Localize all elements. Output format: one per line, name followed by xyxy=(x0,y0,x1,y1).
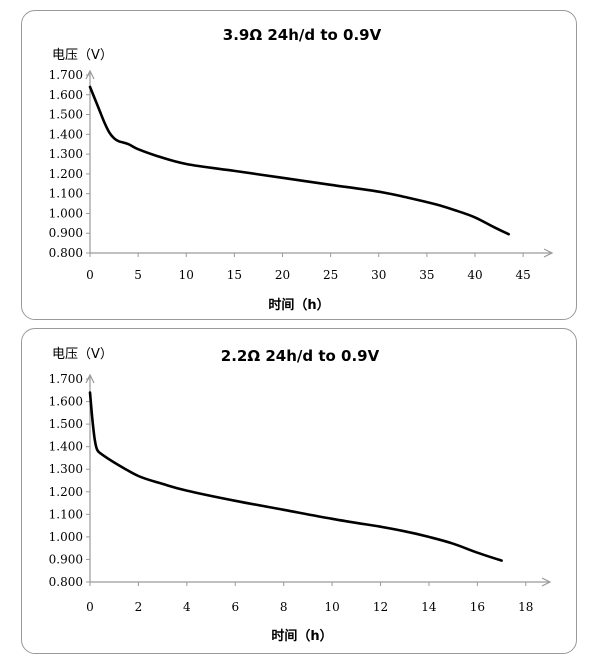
chart-panel-2: 2.2Ω 24h/d to 0.9V 电压（V） 时间（h） 0.800 0.90… xyxy=(21,328,577,654)
chart-1-x-tick-label: 35 xyxy=(419,268,434,282)
chart-1-x-axis-label: 时间（h） xyxy=(268,297,329,313)
chart-2-y-axis-arrow xyxy=(85,373,95,384)
chart-1-y-tick-label: 1.100 xyxy=(49,187,83,201)
chart-1-y-tick-label: 1.500 xyxy=(49,108,83,122)
chart-1-x-tick-label: 10 xyxy=(179,268,194,282)
chart-1-x-tick-label: 25 xyxy=(323,268,338,282)
chart-2-y-tick-label: 0.800 xyxy=(49,575,83,589)
chart-2-x-tick-label: 14 xyxy=(421,600,437,614)
chart-1-x-tick-label: 30 xyxy=(371,268,386,282)
chart-1-y-tick-label: 1.700 xyxy=(49,68,83,82)
chart-2-x-tick-label: 16 xyxy=(470,600,485,614)
chart-1-y-axis-arrow xyxy=(85,69,95,80)
chart-2-x-axis-label: 时间（h） xyxy=(271,628,332,644)
chart-1-title: 3.9Ω 24h/d to 0.9V xyxy=(223,26,382,44)
chart-1-x-tick-label: 45 xyxy=(515,268,530,282)
chart-1-y-tick-label: 0.900 xyxy=(49,226,83,240)
chart-1-y-tick-label: 1.200 xyxy=(49,167,83,181)
chart-2-y-tick-label: 1.400 xyxy=(49,440,83,454)
chart-1-y-axis-label: 电压（V） xyxy=(52,48,113,63)
chart-2-x-tick-label: 10 xyxy=(324,600,339,614)
chart-2-y-tick-label: 1.500 xyxy=(49,417,83,431)
chart-1-x-tick-label: 0 xyxy=(86,268,94,282)
chart-2-x-tick-label: 12 xyxy=(373,600,388,614)
chart-2-svg: 2.2Ω 24h/d to 0.9V 电压（V） 时间（h） 0.800 0.90… xyxy=(49,347,552,644)
chart-1-y-tick-label: 1.400 xyxy=(49,127,83,141)
chart-1-x-axis-arrow xyxy=(543,248,554,258)
chart-2-y-tick-label: 1.100 xyxy=(49,507,83,521)
chart-2-x-tick-label: 2 xyxy=(135,600,143,614)
chart-2-x-tick-label: 6 xyxy=(231,600,239,614)
chart-1-y-tick-label: 1.000 xyxy=(49,206,83,220)
chart-1-y-tick-label: 1.600 xyxy=(49,88,83,102)
chart-2-x-tick-label: 18 xyxy=(518,600,533,614)
chart-2-y-tick-label: 1.200 xyxy=(49,485,83,499)
chart-2-x-tick-label: 4 xyxy=(183,600,191,614)
chart-2-y-tick-label: 1.600 xyxy=(49,395,83,409)
chart-2-y-tick-label: 1.000 xyxy=(49,530,83,544)
chart-1-svg: 3.9Ω 24h/d to 0.9V 电压（V） 时间（h） 0.800 0.90… xyxy=(49,26,554,313)
chart-2-title: 2.2Ω 24h/d to 0.9V xyxy=(221,347,380,365)
chart-1-y-tick-label: 0.800 xyxy=(49,246,83,260)
chart-panel-1: 3.9Ω 24h/d to 0.9V 电压（V） 时间（h） 0.800 0.90… xyxy=(21,10,577,320)
chart-2-y-tick-label: 0.900 xyxy=(49,552,83,566)
chart-2-x-tick-label: 0 xyxy=(86,600,94,614)
chart-2-y-tick-label: 1.300 xyxy=(49,462,83,476)
chart-1-x-tick-label: 5 xyxy=(134,268,142,282)
chart-1-y-tick-label: 1.300 xyxy=(49,147,83,161)
chart-1-x-tick-label: 20 xyxy=(275,268,290,282)
chart-2-x-tick-label: 8 xyxy=(280,600,288,614)
chart-2-x-axis-arrow xyxy=(541,577,552,587)
chart-1-x-tick-label: 40 xyxy=(467,268,482,282)
chart-2-series-line xyxy=(88,391,503,562)
chart-1-x-tick-label: 15 xyxy=(227,268,242,282)
chart-1-series-line xyxy=(88,85,510,236)
chart-2-y-axis-label: 电压（V） xyxy=(52,347,113,362)
chart-2-y-tick-label: 1.700 xyxy=(49,372,83,386)
